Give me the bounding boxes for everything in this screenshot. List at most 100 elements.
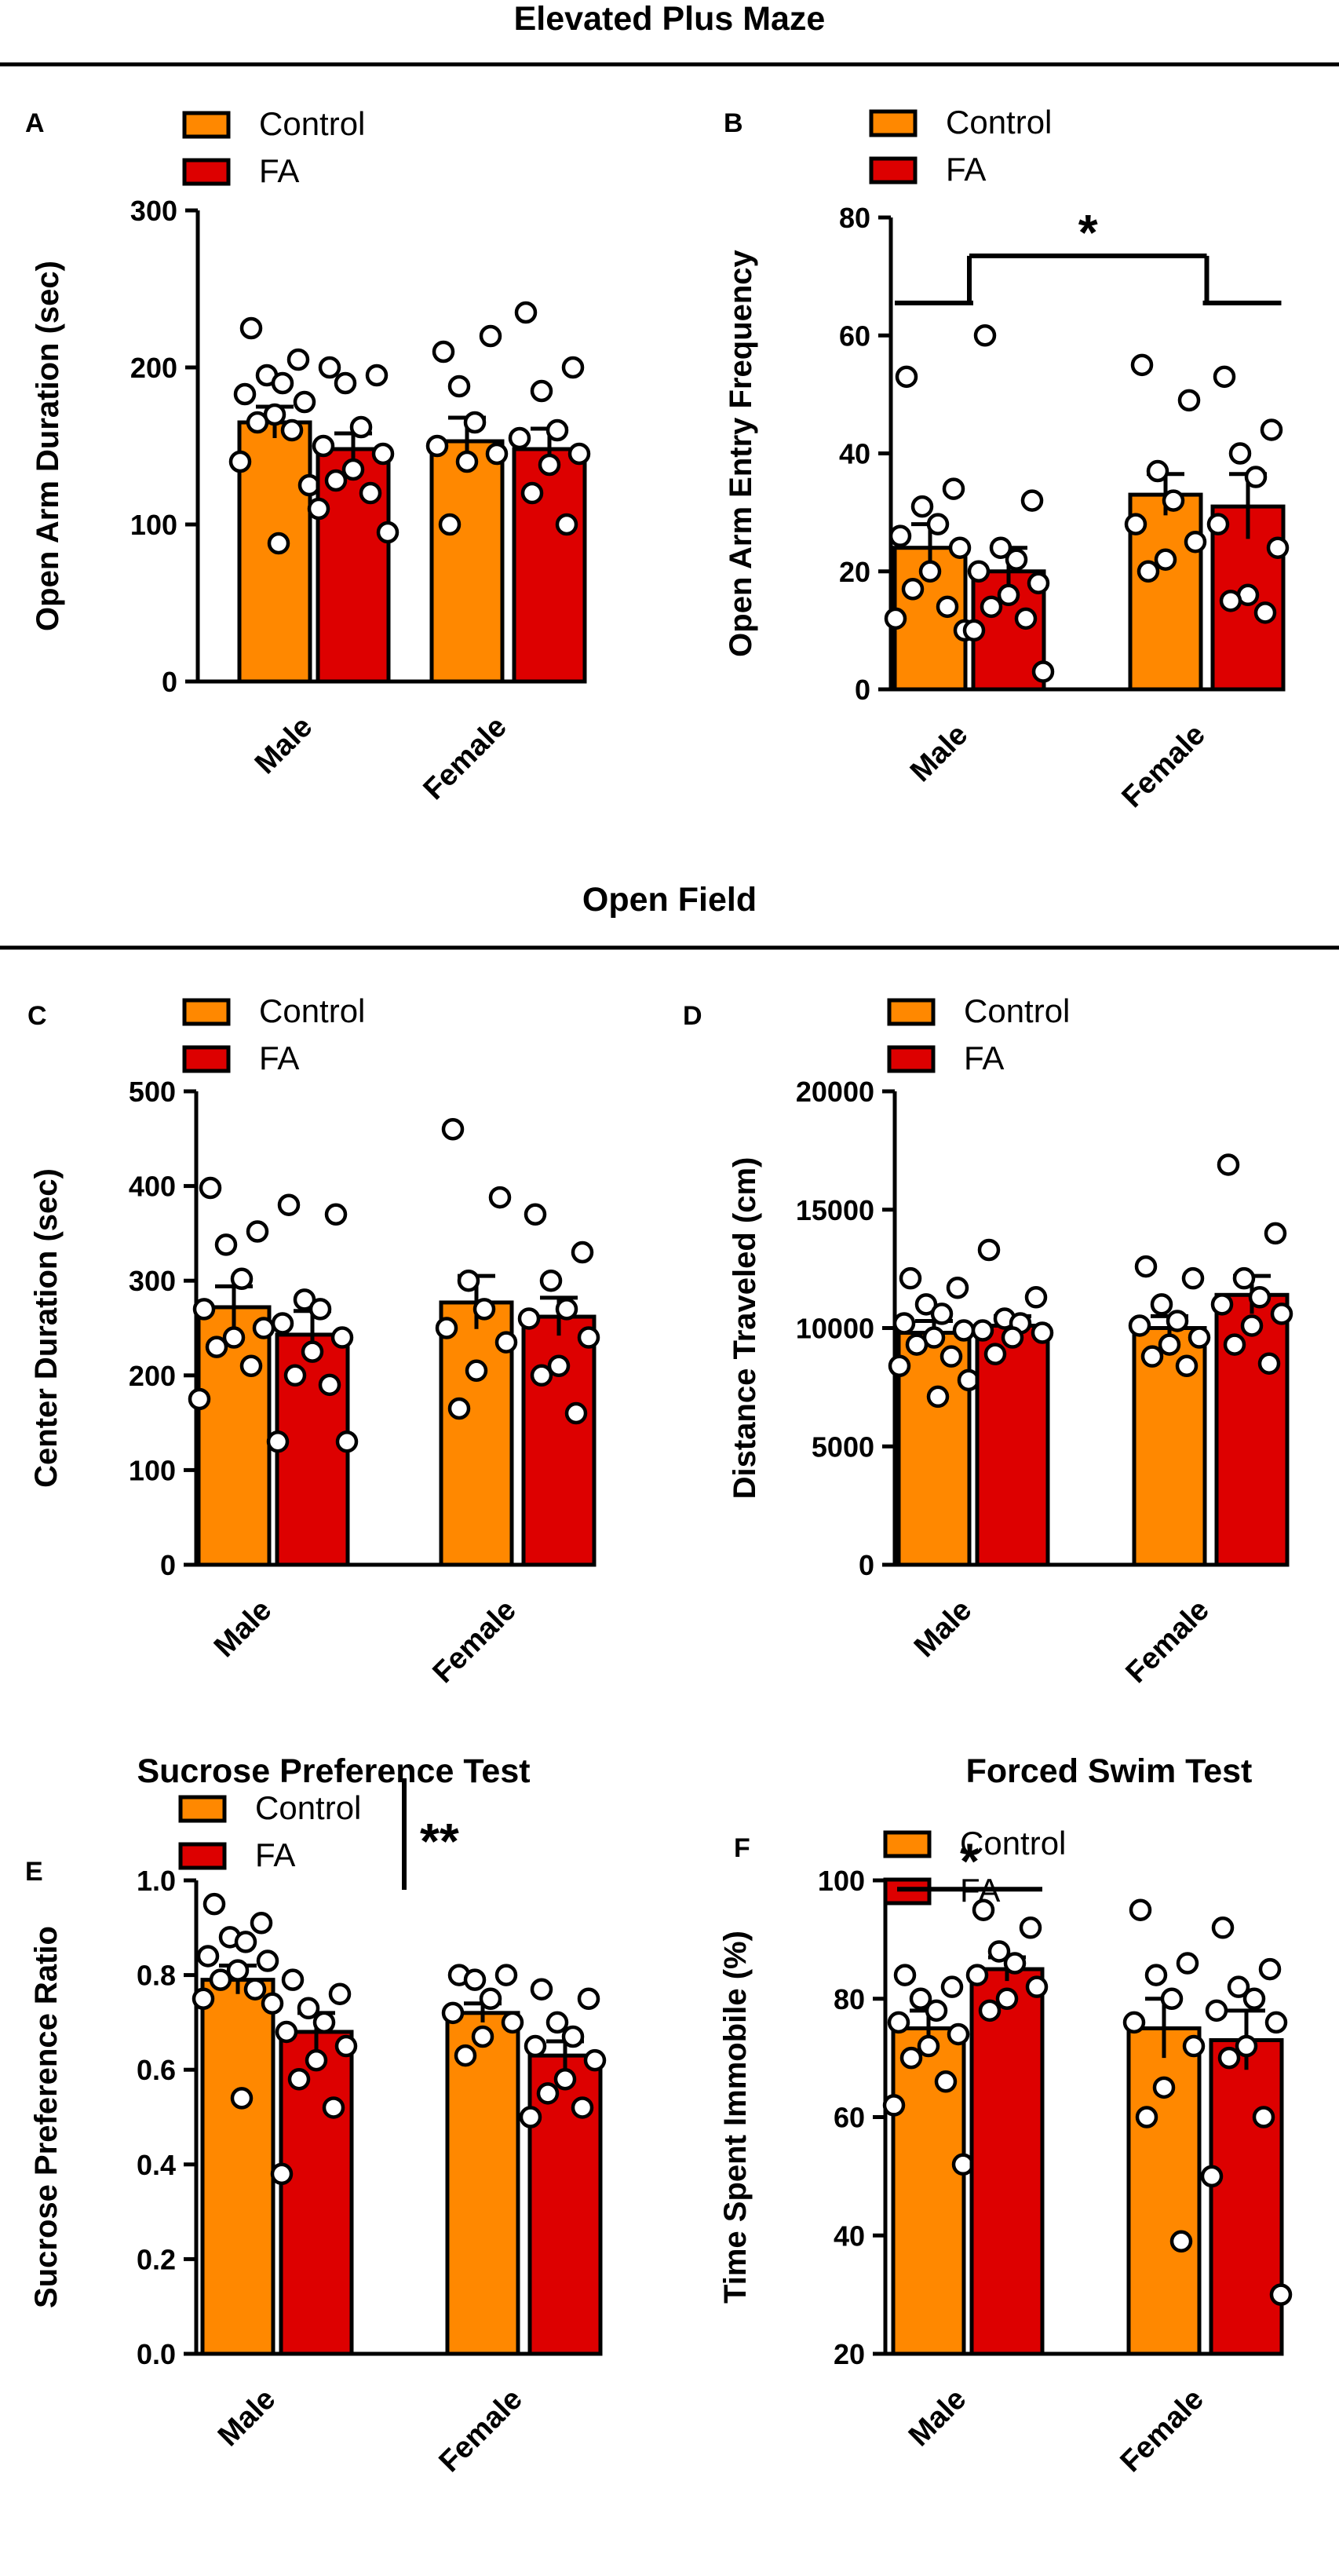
- data-point-B: [910, 495, 934, 518]
- data-point-A: [479, 324, 502, 348]
- y-tick-label-F: 80: [834, 1983, 865, 2015]
- data-point-D: [899, 1266, 922, 1290]
- data-point-F: [1217, 2046, 1241, 2070]
- data-point-A: [318, 356, 341, 379]
- panel-E-title: Sucrose Preference Test: [137, 1752, 530, 1790]
- legend-swatch-control: [887, 998, 936, 1026]
- data-point-F: [1176, 1952, 1199, 1975]
- data-point-A: [312, 434, 335, 458]
- data-point-D: [1140, 1345, 1164, 1368]
- data-point-D: [1158, 1333, 1181, 1356]
- data-point-F: [972, 1898, 995, 1921]
- data-point-D: [946, 1276, 969, 1299]
- data-point-F: [909, 1987, 932, 2010]
- data-point-A: [530, 379, 553, 403]
- y-tick-label-D: 10000: [796, 1313, 874, 1345]
- data-point-C: [271, 1312, 294, 1335]
- data-point-B: [1020, 489, 1044, 512]
- data-point-B: [989, 536, 1012, 559]
- y-tick-label-E: 0.2: [137, 2243, 176, 2275]
- data-point-C: [335, 1430, 359, 1453]
- data-point-C: [205, 1336, 228, 1358]
- data-point-B: [901, 578, 925, 601]
- data-point-B: [884, 607, 907, 630]
- data-point-B: [1154, 548, 1177, 571]
- data-point-F: [1129, 1898, 1152, 1921]
- y-tick-label-D: 15000: [796, 1194, 874, 1226]
- legend-E: Control FA: [178, 1789, 361, 1873]
- data-point-C: [188, 1387, 211, 1411]
- data-point-D: [1175, 1354, 1199, 1377]
- data-point-B: [1228, 442, 1252, 465]
- data-point-B: [962, 619, 986, 642]
- data-point-C: [308, 1298, 332, 1321]
- legend-swatch-fa: [178, 1842, 227, 1870]
- bar-A-control-female: [429, 439, 505, 684]
- data-point-D: [1181, 1266, 1205, 1290]
- legend-B: Control FA: [869, 104, 1052, 188]
- data-point-A: [432, 340, 455, 364]
- data-point-A: [425, 434, 449, 458]
- data-point-A: [293, 390, 316, 414]
- data-point-F: [1019, 1916, 1042, 1939]
- data-point-E: [471, 2025, 494, 2048]
- data-point-A: [228, 450, 252, 473]
- data-point-E: [209, 1968, 232, 1991]
- x-category-label-C: Male: [208, 1594, 278, 1664]
- data-point-D: [1024, 1286, 1048, 1309]
- data-point-C: [230, 1267, 254, 1291]
- bar-F-fa-male: [969, 1967, 1045, 2356]
- data-point-A: [267, 532, 290, 555]
- data-point-F: [887, 2011, 910, 2034]
- data-point-D: [905, 1333, 929, 1356]
- data-point-A: [280, 418, 304, 442]
- y-tick-label-F: 60: [834, 2102, 865, 2134]
- data-point-E: [250, 1912, 273, 1935]
- x-category-label-F: Female: [1115, 2383, 1210, 2479]
- data-point-E: [519, 2106, 542, 2128]
- data-point-C: [465, 1359, 488, 1383]
- data-point-B: [1027, 572, 1050, 595]
- data-point-A: [520, 481, 544, 505]
- data-point-A: [286, 348, 310, 371]
- data-point-A: [455, 450, 479, 473]
- data-point-A: [334, 371, 357, 395]
- data-point-F: [1205, 1999, 1228, 2022]
- data-point-F: [1227, 1975, 1250, 1998]
- legend-swatch-control: [869, 109, 918, 137]
- data-point-B: [918, 560, 942, 583]
- data-point-C: [283, 1364, 307, 1387]
- data-point-C: [539, 1269, 563, 1292]
- data-point-C: [239, 1354, 263, 1377]
- data-point-D: [1264, 1222, 1287, 1245]
- data-point-A: [371, 442, 395, 466]
- data-point-F: [917, 2034, 940, 2058]
- data-point-D: [971, 1319, 994, 1342]
- data-point-A: [555, 513, 578, 536]
- data-point-E: [275, 2020, 298, 2044]
- data-point-E: [501, 2011, 524, 2034]
- data-point-E: [577, 1987, 600, 2010]
- y-tick-label-B: 60: [839, 320, 870, 352]
- legend-swatch-control: [182, 998, 231, 1026]
- data-point-D: [914, 1293, 938, 1316]
- data-point-A: [324, 469, 348, 492]
- data-point-E: [196, 1945, 220, 1968]
- data-point-B: [1146, 459, 1169, 483]
- y-tick-label-E: 0.6: [137, 2054, 176, 2086]
- panel-letter-E: E: [25, 1857, 43, 1887]
- data-point-D: [1128, 1314, 1151, 1337]
- data-point-B: [936, 595, 959, 619]
- data-point-A: [365, 364, 389, 387]
- data-point-A: [341, 458, 365, 481]
- data-point-E: [328, 1982, 352, 2005]
- legend-C: Control FA: [182, 992, 365, 1076]
- data-point-A: [545, 418, 569, 442]
- data-point-C: [330, 1326, 354, 1349]
- data-point-B: [942, 477, 965, 500]
- data-point-B: [1124, 513, 1147, 535]
- data-point-C: [441, 1117, 465, 1141]
- data-point-A: [538, 453, 561, 477]
- data-point-B: [1031, 660, 1055, 683]
- data-point-A: [349, 415, 373, 439]
